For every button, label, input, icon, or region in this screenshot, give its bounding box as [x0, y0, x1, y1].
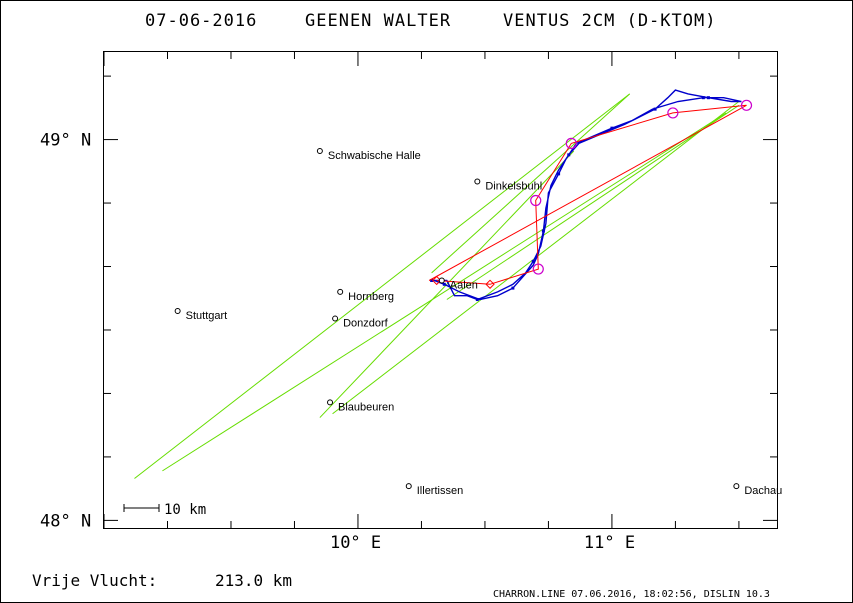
town-label: Schwabische Halle: [328, 150, 421, 162]
town-label: Hornberg: [348, 291, 394, 303]
header-date: 07-06-2016: [145, 11, 257, 31]
track-fix: [541, 229, 545, 233]
town-label: Illertissen: [417, 485, 463, 497]
track-fix: [653, 107, 657, 111]
sector-line: [134, 93, 631, 479]
town-markers: Schwabische Halle Dinkelsbuhl Hornberg Stut…: [174, 148, 782, 497]
credit-line: CHARRON.LINE 07.06.2016, 18:02:56, DISLI…: [493, 589, 770, 600]
y-tick-label: 48° N: [40, 511, 91, 531]
town-label: Stuttgart: [186, 310, 228, 322]
scale-bar-label: 10 km: [164, 502, 206, 518]
sector-lines: [134, 93, 740, 479]
track-fix: [701, 96, 705, 100]
x-tick-label: 11° E: [584, 533, 635, 553]
town-marker: [174, 307, 181, 314]
town-marker: [327, 399, 334, 406]
track-fix: [442, 282, 446, 286]
track-fix: [567, 153, 571, 157]
town-marker: [332, 315, 339, 322]
sector-line: [162, 112, 727, 472]
town-label: Aalen: [450, 279, 478, 291]
x-tick-label: 10° E: [330, 533, 381, 553]
distance-value: 213.0 km: [215, 571, 292, 590]
scale-bar: 10 km: [123, 502, 206, 518]
track-fix: [430, 278, 434, 282]
distance-label: Vrije Vlucht:: [32, 571, 157, 590]
finish-marker: [485, 279, 495, 289]
track-fix: [610, 126, 614, 130]
town-marker: [405, 483, 412, 490]
track-fix: [531, 259, 535, 263]
task-lines: [428, 99, 753, 289]
town-label: Dachau: [744, 485, 782, 497]
town-label: Donzdorf: [343, 318, 389, 330]
town-label: Blaubeuren: [338, 401, 394, 413]
town-marker: [438, 277, 445, 284]
track-fix: [475, 298, 479, 302]
header-pilot: GEENEN WALTER: [305, 11, 451, 31]
task-line: [428, 104, 747, 285]
town-marker: [337, 288, 344, 295]
sector-line: [431, 93, 631, 274]
town-label: Dinkelsbuhl: [485, 180, 542, 192]
turnpoint-circle: [530, 194, 542, 207]
turnpoint-circle: [565, 137, 577, 149]
track-fix: [557, 172, 561, 176]
header-glider: VENTUS 2CM (D-KTOM): [503, 11, 716, 31]
axis-labels: 49° N 48° N 10° E 11° E: [40, 131, 635, 553]
track-line: [431, 89, 742, 301]
sector-line: [446, 104, 740, 300]
sector-line: [319, 150, 575, 418]
flight-track: [430, 89, 742, 302]
y-tick-label: 49° N: [40, 131, 91, 151]
turnpoint-circle: [667, 107, 679, 119]
town-marker: [474, 178, 481, 185]
town-marker: [316, 148, 323, 155]
plot-frame: [103, 51, 778, 529]
turnpoint-circle: [740, 99, 753, 111]
turnpoint-circle: [532, 263, 544, 275]
track-fix: [511, 286, 515, 290]
axis-ticks: [103, 52, 777, 528]
town-marker: [733, 483, 740, 490]
track-fix: [706, 96, 710, 100]
